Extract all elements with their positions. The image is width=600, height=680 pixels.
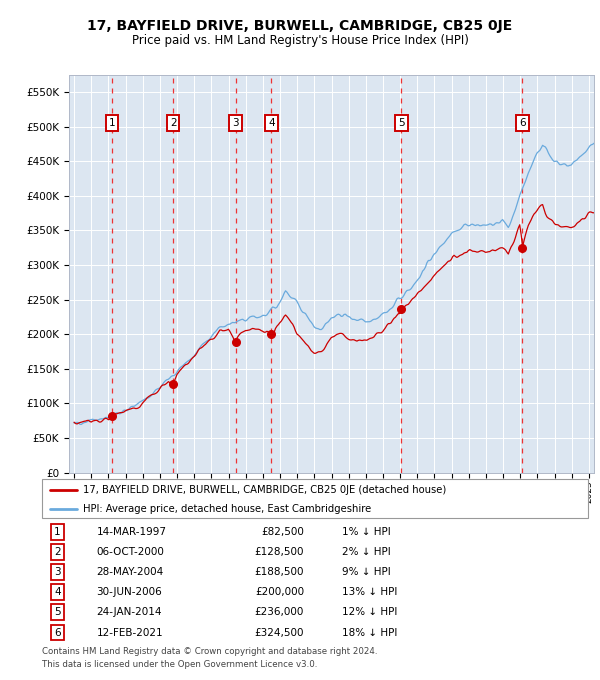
Text: 4: 4 xyxy=(268,118,275,129)
Text: This data is licensed under the Open Government Licence v3.0.: This data is licensed under the Open Gov… xyxy=(42,660,317,668)
Text: 3: 3 xyxy=(232,118,239,129)
Text: HPI: Average price, detached house, East Cambridgeshire: HPI: Average price, detached house, East… xyxy=(83,504,371,513)
Text: 1: 1 xyxy=(54,526,61,537)
Text: 1: 1 xyxy=(109,118,115,129)
Text: 4: 4 xyxy=(54,587,61,597)
Text: 12% ↓ HPI: 12% ↓ HPI xyxy=(342,607,398,617)
Text: £236,000: £236,000 xyxy=(255,607,304,617)
Text: 5: 5 xyxy=(398,118,404,129)
Text: 12-FEB-2021: 12-FEB-2021 xyxy=(97,628,163,638)
Text: 2: 2 xyxy=(170,118,176,129)
Text: 6: 6 xyxy=(519,118,526,129)
Text: 28-MAY-2004: 28-MAY-2004 xyxy=(97,567,164,577)
Text: 6: 6 xyxy=(54,628,61,638)
Text: £324,500: £324,500 xyxy=(254,628,304,638)
Text: 06-OCT-2000: 06-OCT-2000 xyxy=(97,547,164,557)
Text: 14-MAR-1997: 14-MAR-1997 xyxy=(97,526,167,537)
Text: 2% ↓ HPI: 2% ↓ HPI xyxy=(342,547,391,557)
Text: 3: 3 xyxy=(54,567,61,577)
Text: £82,500: £82,500 xyxy=(261,526,304,537)
Text: Price paid vs. HM Land Registry's House Price Index (HPI): Price paid vs. HM Land Registry's House … xyxy=(131,34,469,47)
Text: 13% ↓ HPI: 13% ↓ HPI xyxy=(342,587,398,597)
Text: Contains HM Land Registry data © Crown copyright and database right 2024.: Contains HM Land Registry data © Crown c… xyxy=(42,647,377,656)
Text: 9% ↓ HPI: 9% ↓ HPI xyxy=(342,567,391,577)
Text: £188,500: £188,500 xyxy=(254,567,304,577)
Text: 1% ↓ HPI: 1% ↓ HPI xyxy=(342,526,391,537)
Text: 5: 5 xyxy=(54,607,61,617)
Text: 2: 2 xyxy=(54,547,61,557)
Text: 30-JUN-2006: 30-JUN-2006 xyxy=(97,587,163,597)
Text: £200,000: £200,000 xyxy=(255,587,304,597)
Text: £128,500: £128,500 xyxy=(254,547,304,557)
Text: 17, BAYFIELD DRIVE, BURWELL, CAMBRIDGE, CB25 0JE (detached house): 17, BAYFIELD DRIVE, BURWELL, CAMBRIDGE, … xyxy=(83,485,446,495)
Text: 24-JAN-2014: 24-JAN-2014 xyxy=(97,607,162,617)
Text: 18% ↓ HPI: 18% ↓ HPI xyxy=(342,628,398,638)
Text: 17, BAYFIELD DRIVE, BURWELL, CAMBRIDGE, CB25 0JE: 17, BAYFIELD DRIVE, BURWELL, CAMBRIDGE, … xyxy=(88,19,512,33)
